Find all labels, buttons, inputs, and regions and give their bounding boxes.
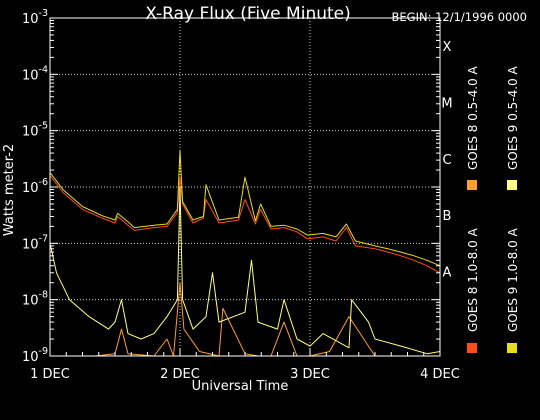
legend-swatch: [467, 343, 477, 353]
flare-class-label: C: [442, 153, 451, 168]
y-tick-label: 10-9: [22, 346, 48, 365]
legend-swatch: [507, 343, 517, 353]
y-tick-label: 10-6: [22, 177, 48, 196]
legend-label: GOES 8 0.5-4.0 A: [466, 65, 480, 170]
y-tick-exponent: -7: [39, 233, 48, 244]
legend-label: GOES 8 1.0-8.0 A: [466, 227, 480, 332]
y-tick-exponent: -6: [39, 177, 48, 188]
y-tick-exponent: -9: [39, 346, 48, 357]
x-tick-label: 2 DEC: [160, 367, 200, 382]
flare-class-label: X: [443, 40, 452, 55]
tick-labels: 10-910-810-710-610-510-410-31 DEC 2 DEC 3 …: [22, 8, 460, 382]
y-tick-label: 10-3: [22, 8, 48, 27]
begin-date-label: BEGIN: 12/1/1996 0000: [392, 10, 527, 24]
chart-title: X-Ray Flux (Five Minute): [145, 4, 351, 24]
y-tick-label: 10-8: [22, 290, 48, 309]
y-tick-exponent: -5: [39, 121, 48, 132]
x-tick-label: 3 DEC: [290, 367, 330, 382]
series-group: [49, 149, 441, 357]
y-tick-exponent: -4: [39, 64, 48, 75]
y-tick-mantissa: 10: [22, 237, 39, 252]
y-tick-mantissa: 10: [22, 125, 39, 140]
series-line: [49, 175, 441, 274]
y-tick-mantissa: 10: [22, 181, 39, 196]
flare-class-label: M: [441, 97, 452, 112]
legend: GOES 8 1.0-8.0 A GOES 8 0.5-4.0 A GOES 9 1…: [466, 65, 520, 353]
flare-class-label: A: [443, 266, 452, 281]
y-tick-mantissa: 10: [22, 294, 39, 309]
y-axis-label: Watts meter-2: [2, 144, 17, 236]
y-tick-exponent: -8: [39, 290, 48, 301]
series-line: [49, 149, 441, 267]
series-line: [49, 186, 441, 355]
legend-label: GOES 9 1.0-8.0 A: [506, 227, 520, 332]
axes: [49, 17, 441, 357]
y-tick-mantissa: 10: [22, 350, 39, 365]
x-axis-label: Universal Time: [192, 379, 289, 394]
flare-class-label: B: [443, 209, 452, 224]
series-line: [50, 282, 440, 357]
legend-swatch: [507, 180, 517, 190]
y-tick-mantissa: 10: [22, 68, 39, 83]
y-tick-exponent: -3: [39, 8, 48, 19]
x-tick-label: 4 DEC: [420, 367, 460, 382]
y-tick-label: 10-4: [22, 64, 48, 83]
y-tick-mantissa: 10: [22, 12, 39, 27]
y-tick-label: 10-7: [22, 233, 48, 252]
x-tick-label: 1 DEC: [30, 367, 70, 382]
y-tick-label: 10-5: [22, 121, 48, 140]
flare-class-labels: A B C M X: [441, 40, 452, 280]
legend-label: GOES 9 0.5-4.0 A: [506, 65, 520, 170]
legend-swatch: [467, 180, 477, 190]
